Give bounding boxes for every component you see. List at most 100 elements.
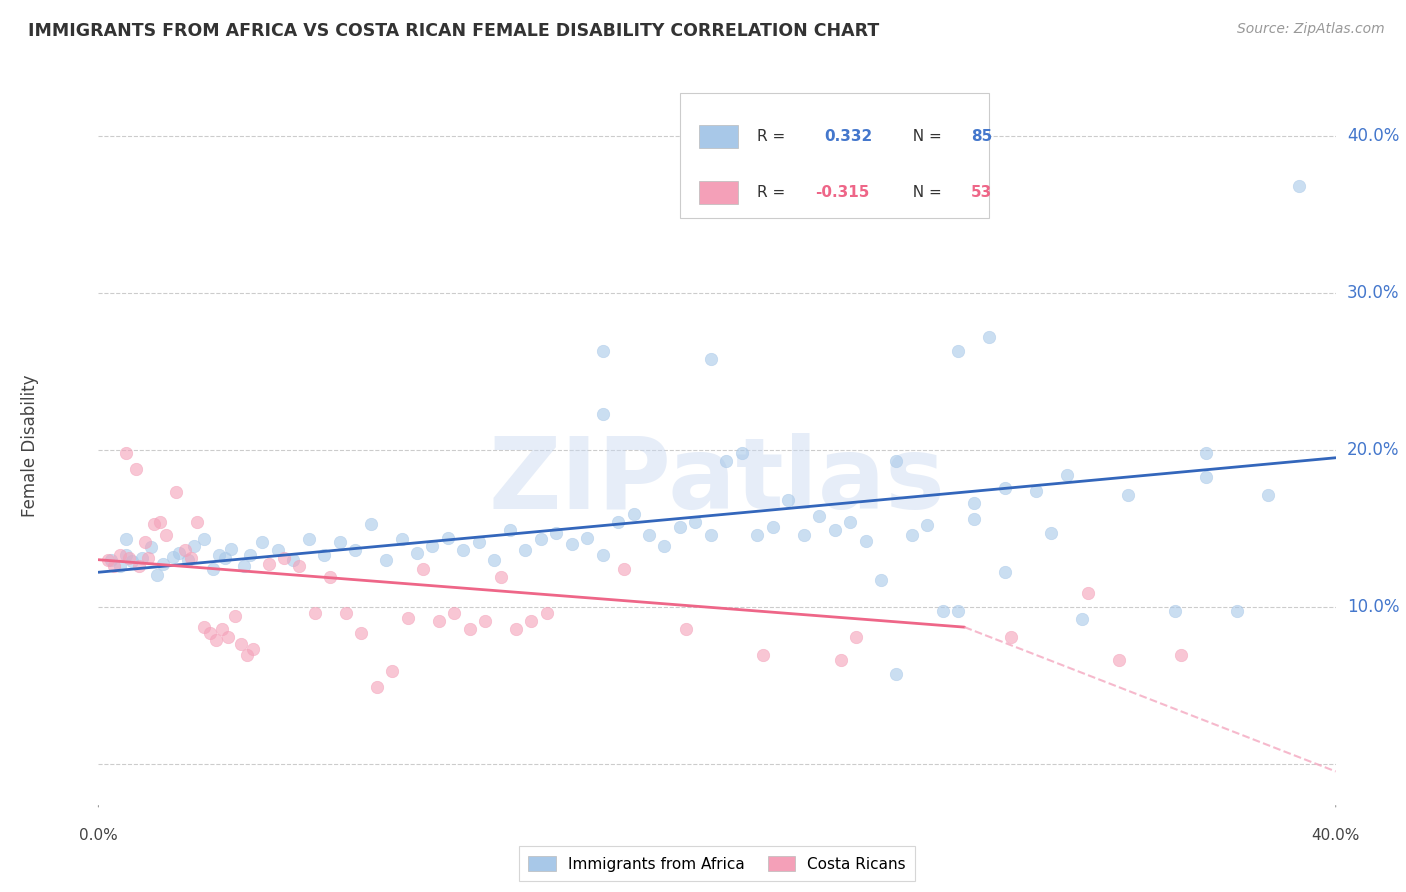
Point: [131, 551, 153, 566]
Point: [211, 622, 233, 636]
Point: [468, 535, 491, 549]
Text: 20.0%: 20.0%: [1347, 441, 1399, 458]
Point: [221, 541, 243, 556]
Point: [198, 626, 221, 640]
Point: [747, 527, 769, 541]
Point: [576, 531, 599, 545]
Point: [1118, 488, 1140, 502]
Point: [134, 535, 156, 549]
Text: N =: N =: [903, 129, 946, 144]
Text: IMMIGRANTS FROM AFRICA VS COSTA RICAN FEMALE DISABILITY CORRELATION CHART: IMMIGRANTS FROM AFRICA VS COSTA RICAN FE…: [28, 22, 879, 40]
Point: [152, 558, 174, 572]
Point: [257, 558, 280, 572]
Point: [778, 493, 800, 508]
Point: [298, 533, 321, 547]
Point: [443, 606, 465, 620]
Point: [239, 548, 262, 562]
Point: [453, 543, 475, 558]
Point: [830, 653, 852, 667]
Point: [1071, 612, 1094, 626]
Point: [146, 568, 169, 582]
Point: [427, 614, 450, 628]
Bar: [699, 181, 738, 204]
Point: [793, 527, 815, 541]
Text: -0.315: -0.315: [815, 186, 869, 200]
Point: [901, 527, 924, 541]
Point: [592, 407, 614, 421]
Point: [375, 552, 398, 566]
Point: [613, 562, 636, 576]
Point: [1164, 604, 1187, 618]
Point: [963, 496, 986, 510]
Point: [205, 632, 228, 647]
Point: [103, 559, 125, 574]
Point: [350, 626, 373, 640]
Point: [232, 559, 254, 574]
Point: [1288, 179, 1310, 194]
Point: [1025, 483, 1047, 498]
Point: [1195, 446, 1218, 460]
Point: [208, 548, 231, 562]
Point: [855, 533, 877, 548]
Point: [162, 549, 184, 564]
Point: [932, 604, 955, 618]
Point: [214, 551, 236, 566]
Point: [165, 485, 187, 500]
Point: [329, 535, 352, 549]
Point: [108, 559, 131, 574]
Point: [1000, 630, 1022, 644]
Point: [396, 611, 419, 625]
Point: [115, 548, 138, 562]
Point: [406, 546, 429, 560]
Point: [886, 454, 908, 468]
Point: [1257, 488, 1279, 502]
Point: [731, 446, 754, 460]
Point: [139, 540, 162, 554]
Point: [267, 543, 290, 558]
Point: [193, 533, 215, 547]
Point: [1040, 526, 1063, 541]
Point: [391, 533, 413, 547]
Point: [716, 454, 738, 468]
Point: [283, 552, 305, 566]
Point: [366, 680, 388, 694]
Text: 53: 53: [970, 186, 993, 200]
Point: [839, 515, 862, 529]
Point: [623, 507, 645, 521]
Point: [505, 622, 527, 636]
Point: [994, 481, 1017, 495]
Point: [979, 330, 1001, 344]
Point: [1056, 468, 1078, 483]
Point: [607, 515, 630, 529]
Point: [217, 630, 239, 644]
Point: [499, 523, 522, 537]
Point: [870, 573, 893, 587]
Point: [546, 526, 568, 541]
Text: 0.0%: 0.0%: [79, 828, 118, 843]
Point: [229, 637, 252, 651]
Point: [824, 523, 846, 537]
Point: [177, 552, 200, 566]
Point: [180, 551, 202, 566]
Point: [174, 543, 197, 558]
Text: 0.332: 0.332: [825, 129, 873, 144]
Text: Female Disability: Female Disability: [21, 375, 39, 517]
Text: 10.0%: 10.0%: [1347, 598, 1399, 615]
Text: N =: N =: [903, 186, 946, 200]
Point: [592, 344, 614, 359]
Text: 40.0%: 40.0%: [1312, 828, 1360, 843]
Point: [314, 548, 336, 562]
Point: [186, 515, 208, 529]
Point: [474, 614, 496, 628]
Point: [193, 620, 215, 634]
Point: [381, 664, 404, 678]
Point: [536, 606, 558, 620]
Point: [762, 520, 785, 534]
Text: R =: R =: [756, 186, 790, 200]
Point: [592, 548, 614, 562]
Point: [1170, 648, 1192, 663]
Point: [752, 648, 775, 663]
Point: [108, 548, 131, 562]
Point: [115, 446, 138, 460]
Point: [654, 539, 676, 553]
